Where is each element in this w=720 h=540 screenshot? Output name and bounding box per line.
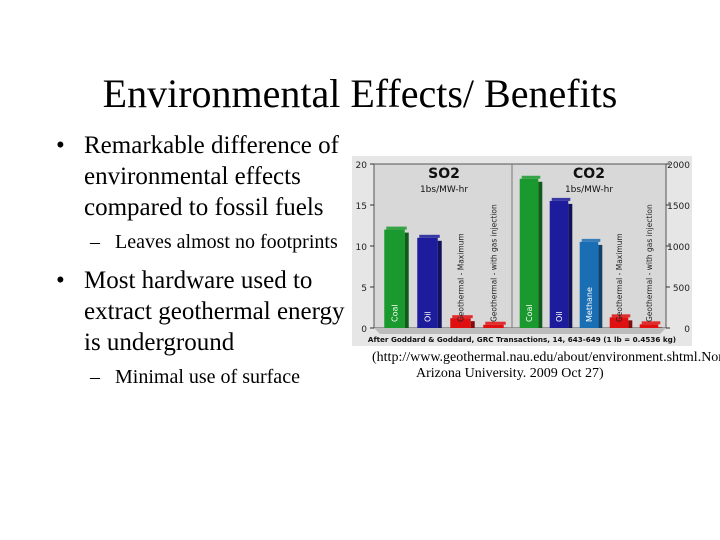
panel-title: CO2 [573,166,605,182]
bar [609,317,629,328]
panel-title: SO2 [428,166,460,182]
source-caption: (http://www.geothermal.nau.edu/about/env… [372,350,720,381]
right-axis-tick-label: 0 [684,325,690,335]
bar-label: Oil [555,311,564,322]
sub-bullet-item: – Minimal use of surface [56,364,356,390]
emissions-bar-chart: 0 5 10 15 20 0 500 1000 1500 2000 SO2 1bs/MW-hr Coal… [352,156,692,346]
sub-bullet-dash: – [90,231,100,253]
bar [483,324,504,328]
bar-label: Oil [424,311,433,322]
bar-side [658,327,663,328]
bullet-item: • Most hardware used to extract geotherm… [56,265,356,358]
sub-bullet-text: Minimal use of surface [115,366,300,388]
bar-label: Coal [525,304,534,322]
panel-subtitle: 1bs/MW-hr [565,185,613,195]
chart-source-note: After Goddard & Goddard, GRC Transaction… [368,335,676,344]
left-axis-tick-label: 0 [361,325,367,335]
chart-floor [374,328,666,334]
bar [579,241,599,328]
bar-side [404,232,409,328]
bullet-dot: • [56,267,65,294]
sub-bullet-dash: – [90,366,100,388]
bar-top [419,234,440,238]
bullet-text: Most hardware used to extract geothermal… [84,267,345,356]
bar-label: Geothermal - with gas injection [645,204,654,322]
bullet-list: • Remarkable difference of environmental… [56,130,356,390]
bar-label: Geothermal - Maximum [615,233,624,322]
left-axis-tick-label: 5 [361,284,367,294]
bar-top [551,197,571,201]
bar [384,229,405,328]
bar [417,237,438,328]
bar-top [521,175,541,179]
bar-side [598,244,603,328]
bar-top [485,321,506,325]
bar-label: Geothermal - with gas injection [490,204,499,322]
bar-side [437,240,442,328]
bar-label: Geothermal - Maximum [457,233,466,322]
sub-bullet-text: Leaves almost no footprints [115,231,338,253]
bar-top [386,226,407,230]
right-axis-tick-label: 500 [673,284,690,294]
right-axis-tick-label: 1000 [667,243,690,253]
right-axis-tick-label: 2000 [667,161,690,171]
left-axis-tick-label: 10 [356,243,368,253]
bullet-item: • Remarkable difference of environmental… [56,130,356,223]
left-axis-tick-label: 20 [356,161,368,171]
bar [639,324,659,328]
bar-side [628,320,633,328]
slide-title: Environmental Effects/ Benefits [102,71,618,116]
bar [549,200,569,328]
bar-top [452,315,473,319]
bullet-dot: • [56,132,65,159]
sub-bullet-item: – Leaves almost no footprints [56,229,356,255]
bar-side [568,203,573,328]
bar-top [581,238,601,242]
bar-side [470,321,475,328]
right-axis-tick-label: 1500 [667,202,690,212]
bar-label: Coal [391,304,400,322]
bar [519,178,539,328]
bar-top [641,321,661,325]
bullet-text: Remarkable difference of environmental e… [84,132,339,221]
panel-subtitle: 1bs/MW-hr [420,185,468,195]
bar-top [611,314,631,318]
left-axis-tick-label: 15 [356,202,367,212]
bar-side [538,181,543,328]
bar [450,318,471,328]
bar-label: Methane [585,287,594,322]
